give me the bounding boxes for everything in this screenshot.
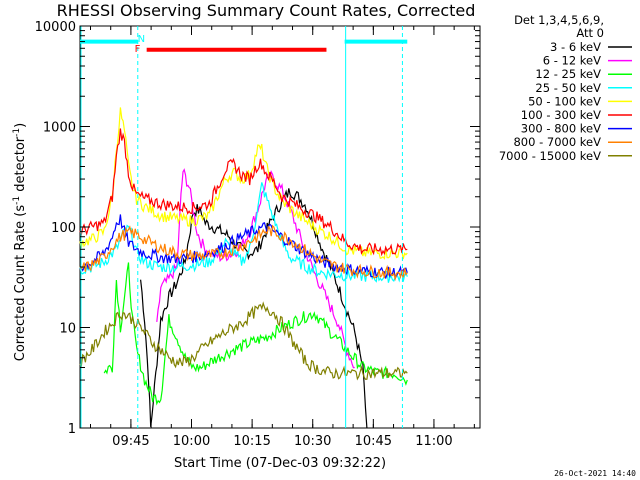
marker-layer: NF	[80, 26, 408, 428]
x-tick-label: 10:45	[355, 434, 392, 449]
y-label-exp2: -1	[12, 128, 22, 137]
legend-entry-label: 800 - 7000 keV	[513, 135, 601, 149]
y-label-part1: Corrected Count Rate (s	[13, 205, 28, 362]
x-tick-label: 09:45	[112, 434, 149, 449]
flare-label: F	[135, 44, 141, 55]
chart-title: RHESSI Observing Summary Count Rates, Co…	[57, 1, 476, 20]
legend-entry-label: 300 - 800 keV	[521, 122, 601, 136]
series-layer	[79, 107, 408, 429]
series-line	[156, 168, 355, 369]
y-axis: 1 10 100 1000 10000	[35, 20, 480, 437]
legend-entry-label: 7000 - 15000 keV	[499, 149, 601, 163]
x-tick-label: 10:00	[173, 434, 210, 449]
x-tick-label: 11:00	[415, 434, 452, 449]
y-tick-label: 1	[68, 422, 76, 437]
legend-entry-label: 100 - 300 keV	[521, 108, 601, 122]
x-axis-label: Start Time (07-Dec-03 09:32:22)	[174, 456, 386, 471]
x-tick-label: 10:15	[233, 434, 270, 449]
footer-timestamp: 26-Oct-2021 14:40	[554, 469, 636, 478]
y-label-part3: )	[13, 123, 28, 128]
x-tick-label: 10:30	[294, 434, 331, 449]
series-line	[103, 262, 408, 406]
series-line	[79, 301, 408, 381]
series-line	[79, 224, 408, 282]
legend-entry-label: 6 - 12 keV	[543, 54, 601, 68]
series-line	[140, 188, 368, 429]
legend-header: Det 1,3,4,5,6,9,	[514, 13, 604, 27]
y-axis-label: Corrected Count Rate (s-1 detector-1)	[12, 123, 28, 361]
y-label-exp1: -1	[12, 196, 22, 205]
legend-entry-label: 50 - 100 keV	[528, 94, 601, 108]
legend-entry-label: 12 - 25 keV	[535, 67, 601, 81]
y-tick-label: 100	[51, 221, 76, 236]
night-label: N	[138, 34, 145, 45]
x-axis: 09:45 10:00 10:15 10:30 10:45 11:00	[90, 26, 475, 449]
y-label-part2: detector	[13, 136, 28, 196]
legend-entry-label: 25 - 50 keV	[535, 81, 601, 95]
y-tick-label: 10	[59, 322, 76, 337]
legend-entry-label: 3 - 6 keV	[550, 40, 601, 54]
series-line	[79, 128, 408, 257]
y-tick-label: 1000	[43, 121, 76, 136]
y-tick-label: 10000	[35, 20, 76, 35]
legend-header: Att 0	[576, 26, 604, 40]
